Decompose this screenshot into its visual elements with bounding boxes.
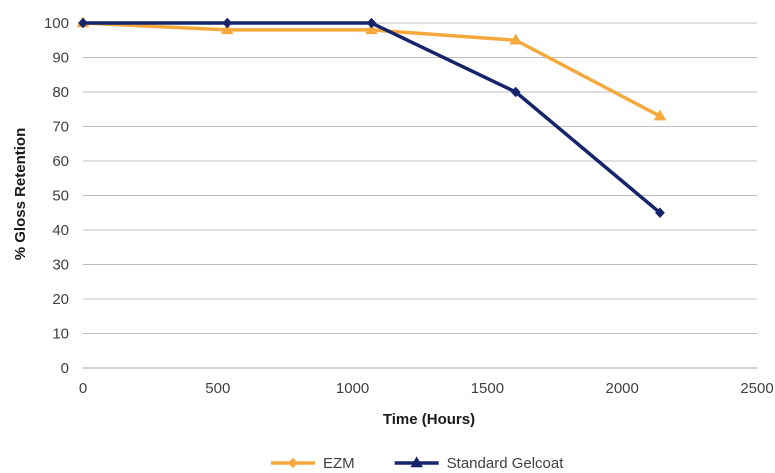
x-axis-tick-labels: 0 500 1000 1500 2000 2500 (79, 380, 774, 397)
grid-lines (83, 22, 757, 369)
y-tick-label-10: 10 (52, 326, 69, 343)
y-tick-label-0: 0 (61, 360, 69, 377)
data-point-ezm-2 (365, 23, 378, 35)
legend: EZM Standard Gelcoat (271, 455, 564, 472)
x-tick-label-2500: 2500 (740, 380, 773, 397)
y-tick-label-100: 100 (44, 15, 69, 32)
data-point-standard-gelcoat-2 (366, 17, 377, 29)
legend-label-ezm: EZM (323, 455, 355, 472)
x-tick-label-2000: 2000 (606, 380, 639, 397)
data-point-standard-gelcoat-4 (655, 207, 665, 218)
series-ezm (76, 16, 667, 121)
series-layer (76, 16, 667, 218)
data-point-standard-gelcoat-1 (222, 17, 233, 29)
data-point-ezm-4 (653, 109, 667, 121)
series-standard-gelcoat (78, 17, 665, 218)
legend-entry-ezm: EZM (271, 455, 355, 472)
y-axis-tick-labels: 0 10 20 30 40 50 60 70 80 90 100 (44, 15, 69, 377)
data-point-ezm-3 (509, 33, 523, 45)
data-point-standard-gelcoat-3 (510, 86, 521, 98)
x-tick-label-1500: 1500 (471, 380, 504, 397)
y-axis-title: % Gloss Retention (12, 128, 29, 261)
x-axis-title: Time (Hours) (383, 411, 475, 428)
y-tick-label-30: 30 (52, 257, 69, 274)
data-point-ezm-1 (220, 23, 234, 35)
y-tick-label-80: 80 (52, 84, 69, 101)
data-point-standard-gelcoat-0 (78, 17, 88, 29)
legend-label-standard-gelcoat: Standard Gelcoat (447, 455, 565, 472)
y-tick-label-60: 60 (52, 153, 69, 170)
x-tick-label-500: 500 (205, 380, 230, 397)
y-tick-label-90: 90 (52, 50, 69, 67)
x-tick-label-0: 0 (79, 380, 87, 397)
legend-swatch-marker-standard-gelcoat (410, 456, 423, 468)
legend-entry-standard-gelcoat: Standard Gelcoat (394, 455, 565, 472)
y-tick-label-50: 50 (52, 188, 69, 205)
series-line-ezm (82, 21, 661, 118)
y-tick-label-40: 40 (52, 222, 69, 239)
x-tick-label-1000: 1000 (336, 380, 369, 397)
legend-swatch-marker-ezm (288, 457, 298, 469)
y-tick-label-20: 20 (52, 291, 69, 308)
y-tick-label-70: 70 (52, 119, 69, 136)
series-line-standard-gelcoat (83, 21, 662, 215)
